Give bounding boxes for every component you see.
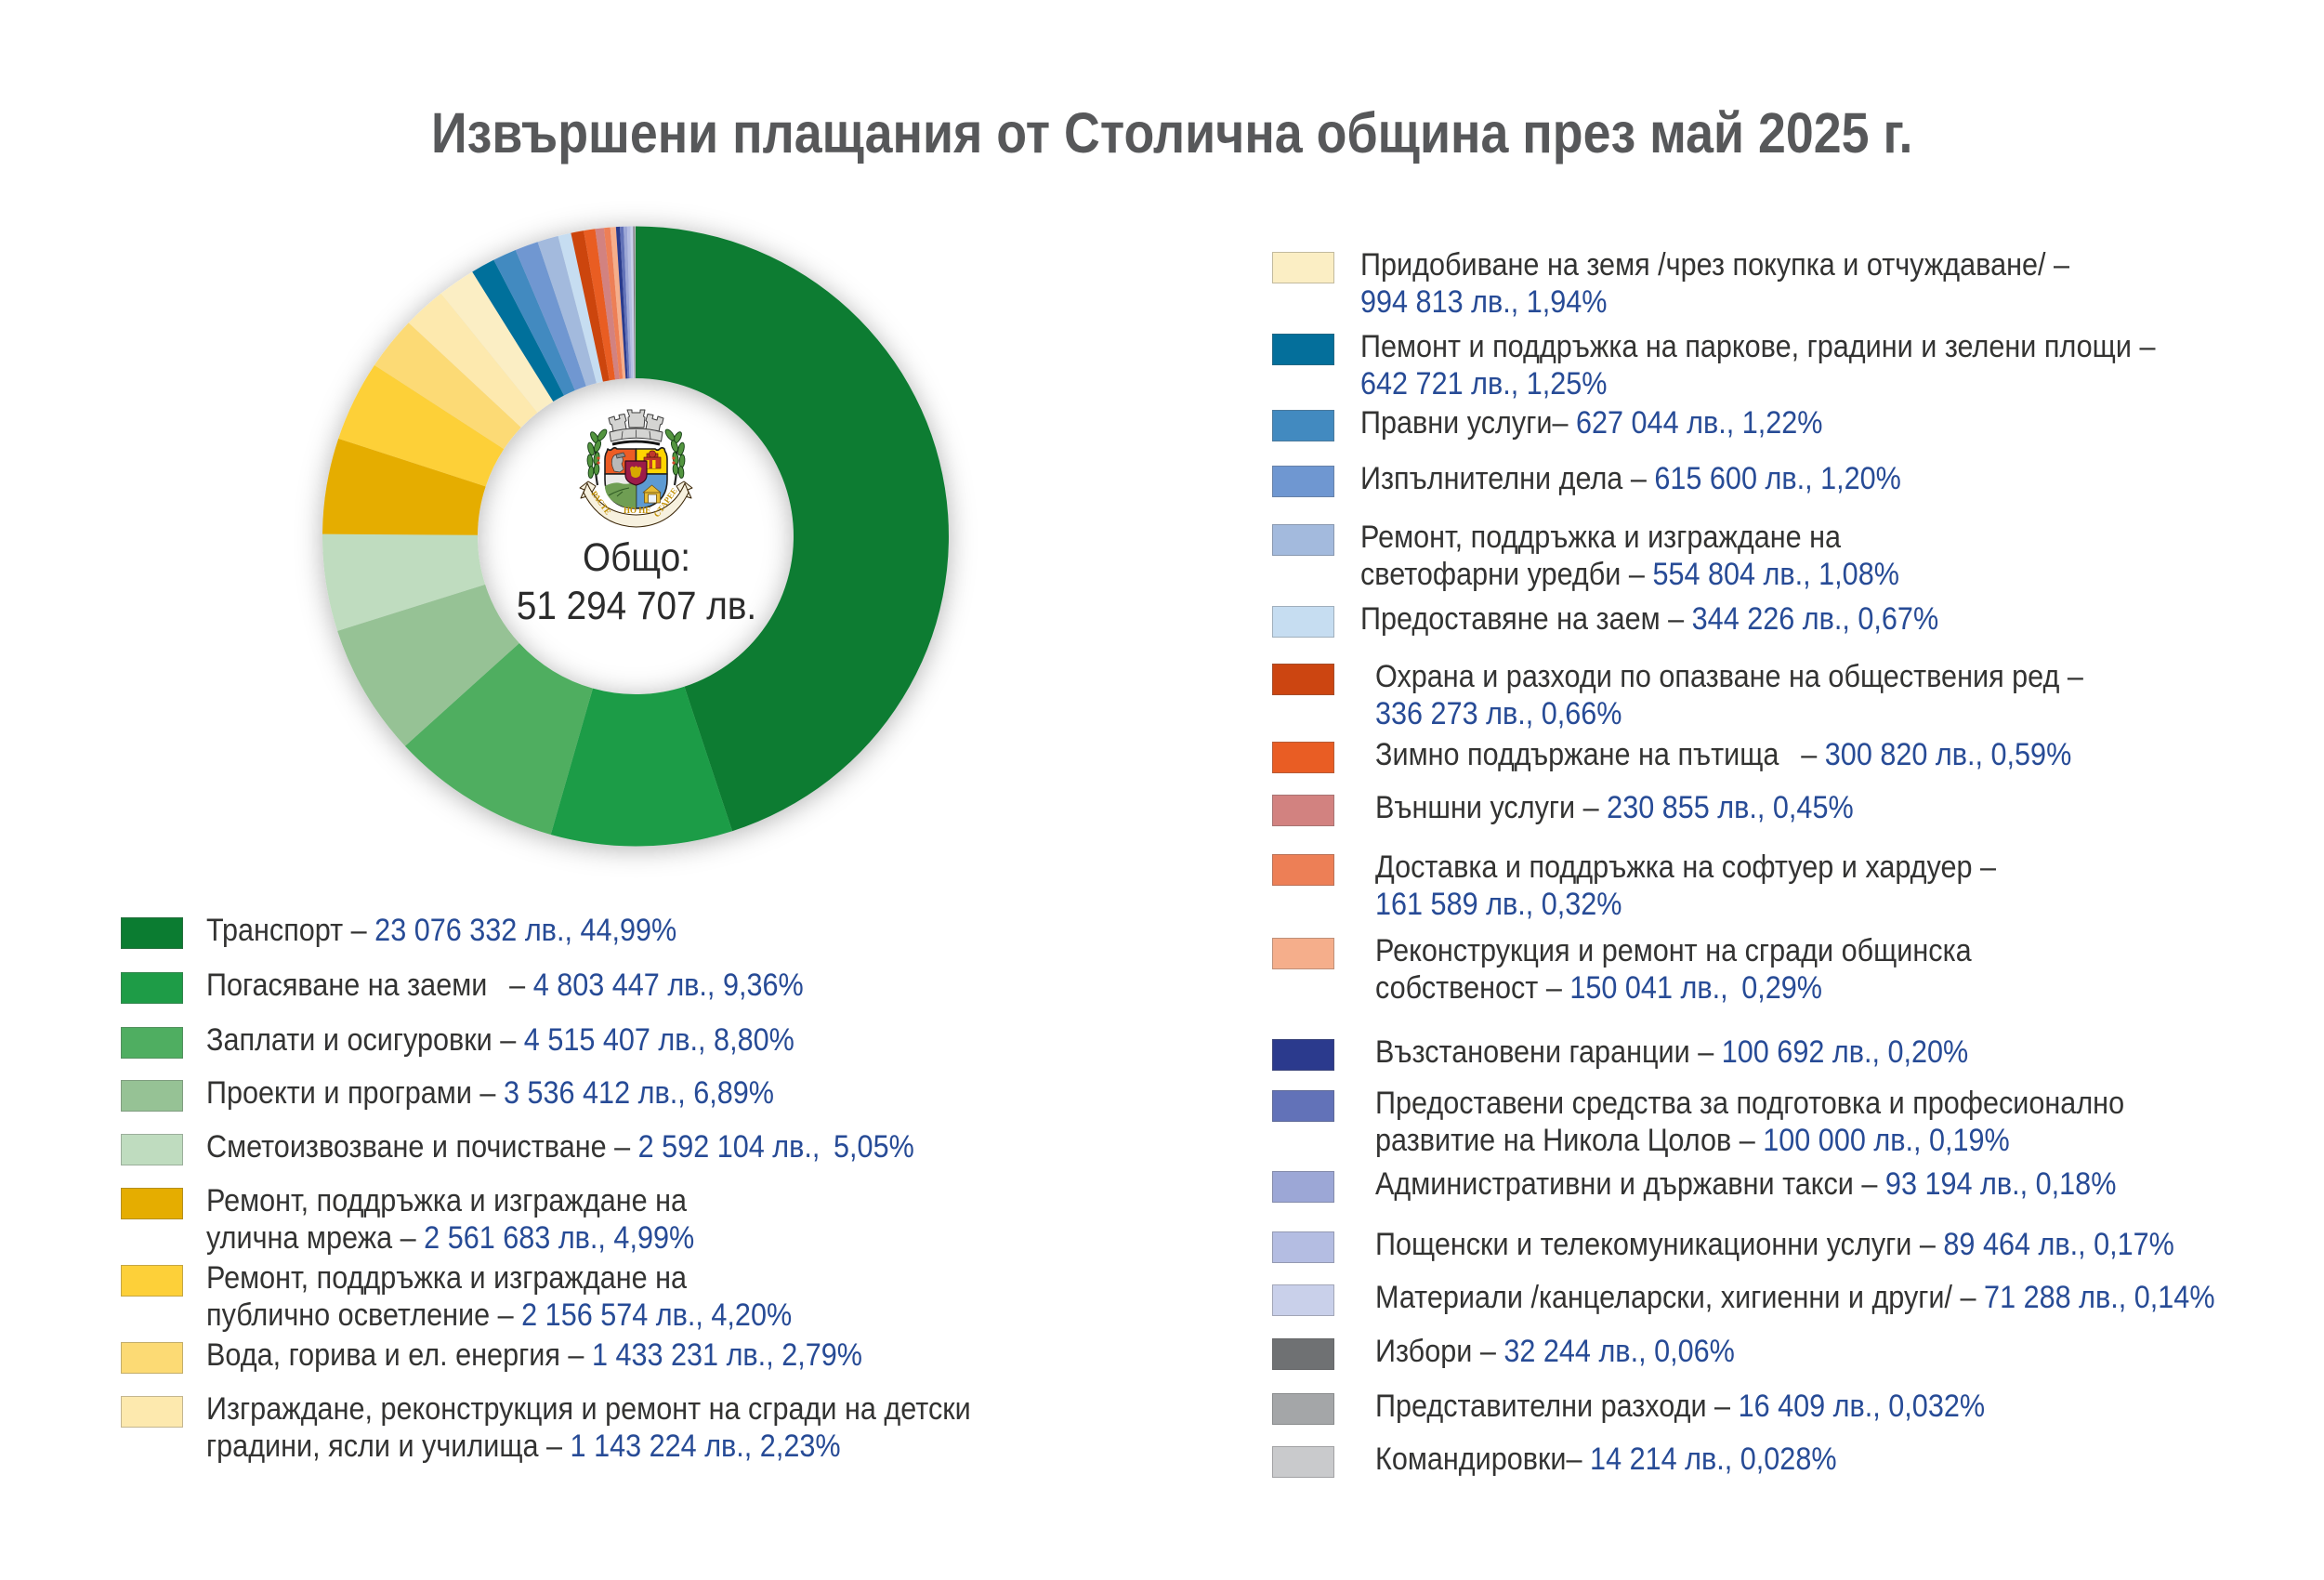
svg-text:НО НЕ: НО НЕ [624, 506, 650, 515]
